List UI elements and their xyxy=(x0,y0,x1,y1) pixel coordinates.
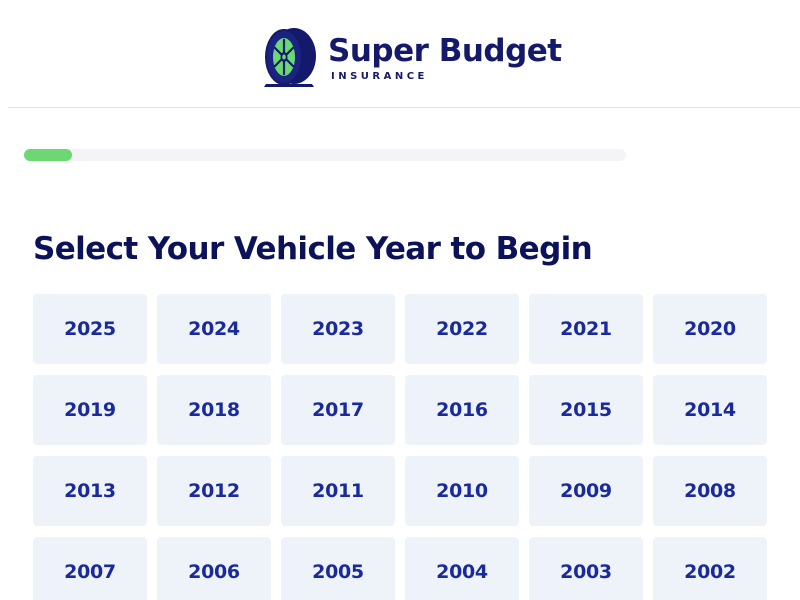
brand-tagline: INSURANCE xyxy=(331,70,428,82)
year-button-2005[interactable]: 2005 xyxy=(281,537,395,600)
year-button-2013[interactable]: 2013 xyxy=(33,456,147,526)
year-button-2017[interactable]: 2017 xyxy=(281,375,395,445)
year-button-2016[interactable]: 2016 xyxy=(405,375,519,445)
site-header: Super Budget INSURANCE xyxy=(8,0,800,108)
year-button-2008[interactable]: 2008 xyxy=(653,456,767,526)
year-button-2014[interactable]: 2014 xyxy=(653,375,767,445)
page-title: Select Your Vehicle Year to Begin xyxy=(33,231,593,267)
year-button-2015[interactable]: 2015 xyxy=(529,375,643,445)
year-button-2004[interactable]: 2004 xyxy=(405,537,519,600)
year-button-2003[interactable]: 2003 xyxy=(529,537,643,600)
year-button-2023[interactable]: 2023 xyxy=(281,294,395,364)
year-button-2024[interactable]: 2024 xyxy=(157,294,271,364)
progress-bar-fill xyxy=(24,149,72,161)
progress-bar xyxy=(24,149,626,161)
brand-name: Super Budget xyxy=(328,32,562,69)
tire-wheel-icon xyxy=(264,28,316,87)
brand-wordmark: Super Budget INSURANCE xyxy=(328,33,562,82)
year-button-2010[interactable]: 2010 xyxy=(405,456,519,526)
year-button-2022[interactable]: 2022 xyxy=(405,294,519,364)
brand-logo-link[interactable]: Super Budget INSURANCE xyxy=(262,26,562,88)
year-button-2019[interactable]: 2019 xyxy=(33,375,147,445)
year-button-2009[interactable]: 2009 xyxy=(529,456,643,526)
year-button-2007[interactable]: 2007 xyxy=(33,537,147,600)
year-button-2002[interactable]: 2002 xyxy=(653,537,767,600)
year-button-2012[interactable]: 2012 xyxy=(157,456,271,526)
year-button-2021[interactable]: 2021 xyxy=(529,294,643,364)
year-button-2018[interactable]: 2018 xyxy=(157,375,271,445)
year-button-2025[interactable]: 2025 xyxy=(33,294,147,364)
year-button-2006[interactable]: 2006 xyxy=(157,537,271,600)
year-button-2020[interactable]: 2020 xyxy=(653,294,767,364)
vehicle-year-grid: 2025 2024 2023 2022 2021 2020 2019 2018 2017 2016… xyxy=(33,294,767,600)
year-button-2011[interactable]: 2011 xyxy=(281,456,395,526)
